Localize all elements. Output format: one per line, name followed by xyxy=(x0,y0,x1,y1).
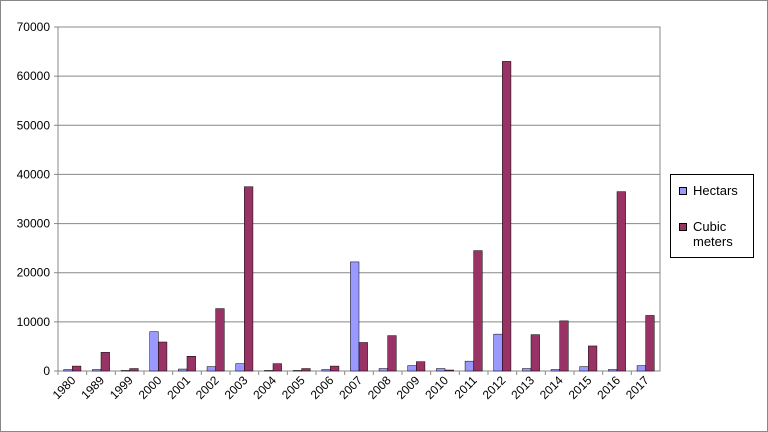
bar xyxy=(493,333,503,372)
bar xyxy=(206,366,216,372)
legend-label: Cubic meters xyxy=(693,219,733,249)
bar xyxy=(645,315,655,372)
legend-label: Hectars xyxy=(693,183,738,198)
bar xyxy=(636,365,646,372)
bar xyxy=(530,334,540,372)
bar xyxy=(235,363,245,372)
bar xyxy=(301,368,311,372)
legend: Hectars Cubic meters xyxy=(670,174,754,258)
bar xyxy=(464,360,474,372)
bar xyxy=(436,368,446,372)
bar xyxy=(358,342,368,372)
bar xyxy=(63,369,73,372)
y-tick-label: 0 xyxy=(43,364,50,378)
bar xyxy=(72,365,82,372)
bar xyxy=(416,361,426,372)
bar xyxy=(616,191,626,372)
bar xyxy=(244,186,254,372)
bar xyxy=(215,308,225,372)
bar xyxy=(559,320,569,372)
bar xyxy=(502,61,512,372)
bar xyxy=(473,250,483,372)
bar xyxy=(158,341,168,372)
y-tick-label: 20000 xyxy=(17,266,51,280)
bar xyxy=(579,366,589,372)
bar xyxy=(272,363,282,372)
y-tick-label: 70000 xyxy=(17,20,51,34)
y-tick-label: 10000 xyxy=(17,315,51,329)
bar xyxy=(588,345,598,372)
y-tick-label: 50000 xyxy=(17,118,51,132)
bar xyxy=(350,261,360,372)
bar xyxy=(407,365,417,372)
bar xyxy=(321,369,331,372)
bar xyxy=(522,368,532,372)
bar xyxy=(186,356,196,372)
bar xyxy=(149,331,159,372)
bar xyxy=(330,365,340,372)
bar xyxy=(387,335,397,372)
bar xyxy=(129,368,139,372)
y-tick-label: 60000 xyxy=(17,69,51,83)
bar xyxy=(378,368,388,372)
bar xyxy=(178,368,188,372)
bar xyxy=(444,369,454,372)
legend-swatch xyxy=(679,187,687,195)
bar xyxy=(550,369,560,372)
bar xyxy=(608,369,618,372)
y-tick-label: 30000 xyxy=(17,217,51,231)
bar xyxy=(100,352,110,372)
y-tick-label: 40000 xyxy=(17,167,51,181)
legend-swatch xyxy=(679,223,687,231)
bar xyxy=(92,369,102,372)
